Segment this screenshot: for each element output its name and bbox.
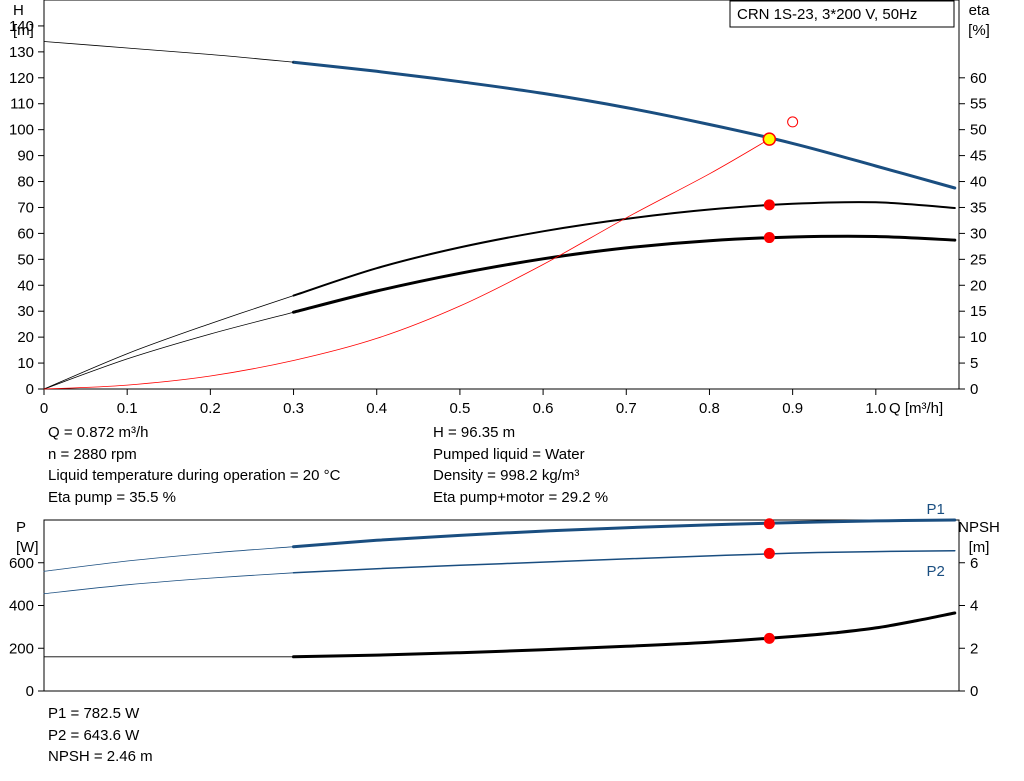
curve [43,295,294,390]
y2-tick-label: 30 [970,225,987,242]
y2-tick-label: 25 [970,251,987,268]
curve [292,201,956,297]
y-axis-label: H [13,2,24,19]
y2-tick-label: 40 [970,174,987,191]
y-tick-label: 120 [9,70,34,87]
y2-axis-label: eta [969,2,991,19]
x-tick-label: 0.7 [616,400,637,417]
title-box [729,0,955,28]
y2-tick-label: 0 [970,381,978,398]
y-axis-label: [W] [16,539,39,556]
curve [292,611,957,659]
x-tick-label: 0.1 [117,400,138,417]
y-axis-label: [m] [13,22,34,39]
y2-tick-label: 55 [970,96,987,113]
info-eta-pump-motor: Eta pump+motor = 29.2 % [433,488,609,506]
curve [43,138,770,390]
info-bottom: P1 = 782.5 W P2 = 643.6 W NPSH = 2.46 m [48,703,153,768]
plot-frame [43,519,960,692]
info-npsh: NPSH = 2.46 m [48,748,153,765]
x-tick-label: 0.8 [699,400,720,417]
info-liquid-temperature: Liquid temperature during operation = 20… [48,467,341,484]
x-tick-label: 0.3 [283,400,304,417]
y-tick-label: 400 [9,598,34,615]
curve [292,234,957,314]
curve [292,60,957,190]
y2-tick-label: 50 [970,122,987,139]
info-pumped-liquid: Pumped liquid = Water [433,445,585,463]
y-axis-label: P [16,519,26,536]
y2-axis-label: [%] [968,22,990,39]
curve [43,572,294,595]
y-tick-label: 40 [17,277,34,294]
y-tick-label: 100 [9,122,34,139]
series-label: P2 [926,563,944,580]
y2-tick-label: 60 [970,70,987,87]
y-tick-label: 200 [9,640,34,657]
chart-title: CRN 1S-23, 3*200 V, 50Hz [737,6,917,23]
info-p2: P2 = 643.6 W [48,726,140,744]
y-tick-label: 600 [9,555,34,572]
y-tick-label: 30 [17,303,34,320]
info-speed: n = 2880 rpm [48,445,137,463]
y-tick-label: 130 [9,44,34,61]
y2-tick-label: 20 [970,277,987,294]
marker-open [787,116,799,128]
y2-tick-label: 6 [970,555,978,572]
y2-tick-label: 2 [970,640,978,657]
info-top-right: H = 96.35 m Pumped liquid = Water Densit… [433,422,608,508]
duty-point [763,232,775,244]
y-tick-label: 110 [10,96,34,113]
curve [43,311,294,390]
series-p2 [292,550,956,574]
operating-point [762,132,777,146]
y-tick-label: 10 [17,355,34,372]
y-tick-label: 80 [17,174,34,191]
series-p1 [292,518,957,549]
y-tick-label: 0 [26,381,34,398]
y2-tick-label: 5 [970,355,978,372]
y2-axis-label: NPSH [958,519,1000,536]
y-tick-label: 90 [17,148,34,165]
curve [43,41,294,63]
info-top-left: Q = 0.872 m³/h n = 2880 rpm Liquid tempe… [48,422,340,508]
y2-tick-label: 45 [970,148,987,165]
y-tick-label: 70 [17,199,34,216]
curve [43,546,294,572]
y2-tick-label: 15 [970,303,987,320]
y-tick-label: 0 [26,683,34,700]
y-tick-label: 140 [9,18,34,35]
x-tick-label: 0.4 [366,400,387,417]
info-head: H = 96.35 m [433,424,516,441]
y2-axis-label: [m] [969,539,990,556]
duty-point [763,547,775,559]
x-tick-label: 1.0 [865,400,886,417]
info-p1: P1 = 782.5 W [48,705,140,722]
y2-tick-label: 0 [970,683,978,700]
x-axis-label: Q [m³/h] [889,400,943,417]
y-tick-label: 20 [17,329,34,346]
info-flow: Q = 0.872 m³/h [48,424,149,441]
duty-point [763,518,775,530]
x-tick-label: 0 [40,400,48,417]
x-tick-label: 0.6 [533,400,554,417]
info-eta-pump: Eta pump = 35.5 % [48,488,176,506]
x-tick-label: 0.9 [782,400,803,417]
y2-tick-label: 35 [970,199,987,216]
duty-point [763,199,775,211]
series-label: P1 [926,501,944,518]
y2-tick-label: 4 [970,598,978,615]
x-tick-label: 0.2 [200,400,221,417]
y2-tick-label: 10 [970,329,987,346]
duty-point [763,632,775,644]
y-tick-label: 50 [17,251,34,268]
y-tick-label: 60 [17,225,34,242]
info-density: Density = 998.2 kg/m³ [433,467,580,484]
plot-frame [43,0,960,390]
x-tick-label: 0.5 [449,400,470,417]
